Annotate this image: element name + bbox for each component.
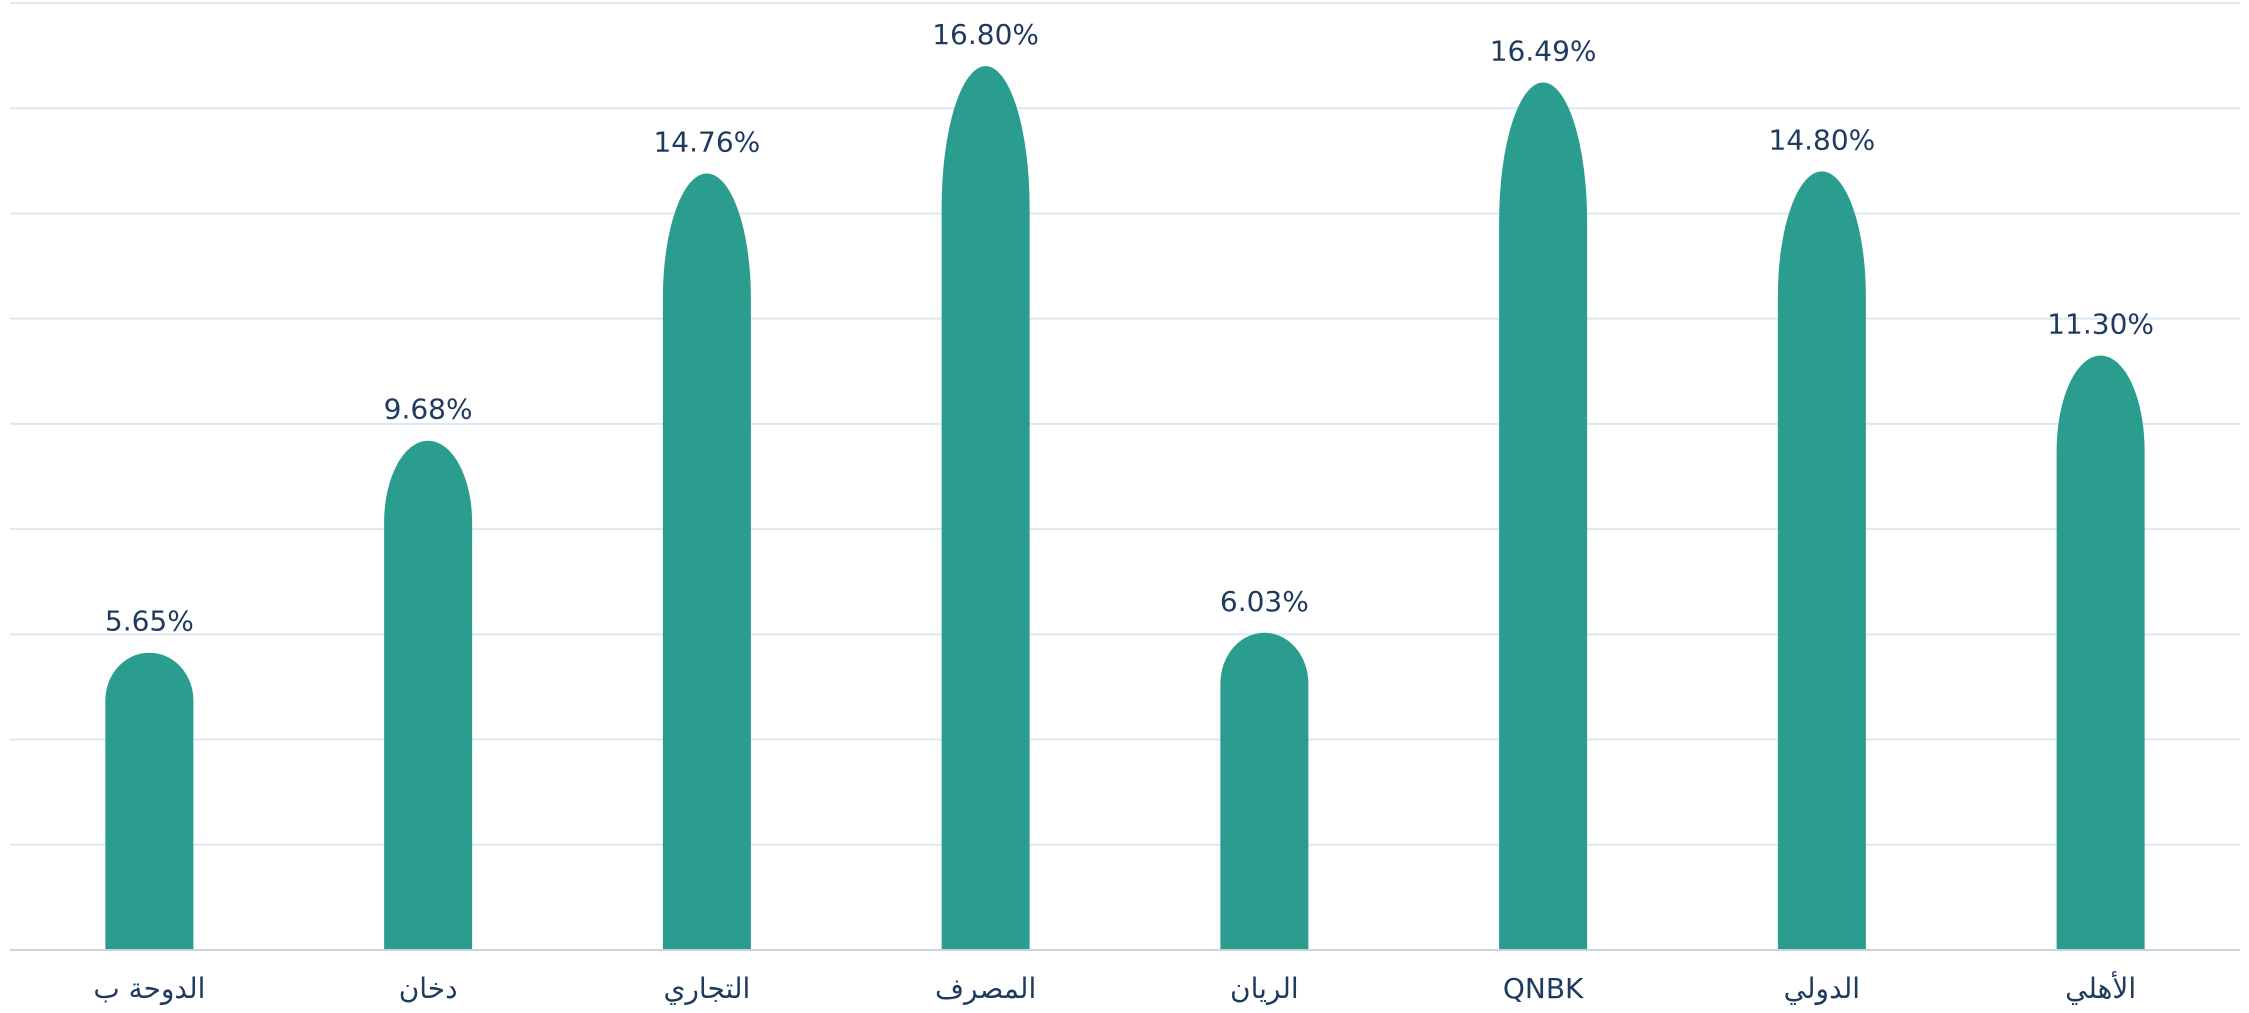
x-tick-label: المصرف <box>935 972 1036 1005</box>
value-label: 14.76% <box>653 125 760 158</box>
x-tick-label: التجاري <box>663 972 750 1005</box>
bar <box>2056 355 2145 951</box>
value-label: 11.30% <box>2047 307 2154 340</box>
bar <box>384 440 473 950</box>
value-label: 6.03% <box>1220 585 1309 618</box>
bar <box>1220 632 1309 950</box>
bar <box>105 652 194 950</box>
x-tick-label: الريان <box>1230 972 1299 1005</box>
bar <box>1499 82 1588 951</box>
value-label: 16.49% <box>1490 34 1597 67</box>
bar <box>941 66 1030 950</box>
x-tick-label: الدوحة ب <box>93 972 205 1005</box>
x-tick-label: الدولي <box>1784 972 1860 1005</box>
x-tick-label: الأهلي <box>2065 970 2136 1005</box>
value-label: 16.80% <box>932 18 1039 51</box>
x-tick-label: QNBK <box>1503 972 1584 1005</box>
value-label: 14.80% <box>1768 123 1875 156</box>
value-label: 5.65% <box>105 605 194 638</box>
bar <box>1777 171 1866 951</box>
x-tick-label: دخان <box>399 972 458 1005</box>
bar <box>662 173 751 951</box>
value-label: 9.68% <box>384 393 473 426</box>
